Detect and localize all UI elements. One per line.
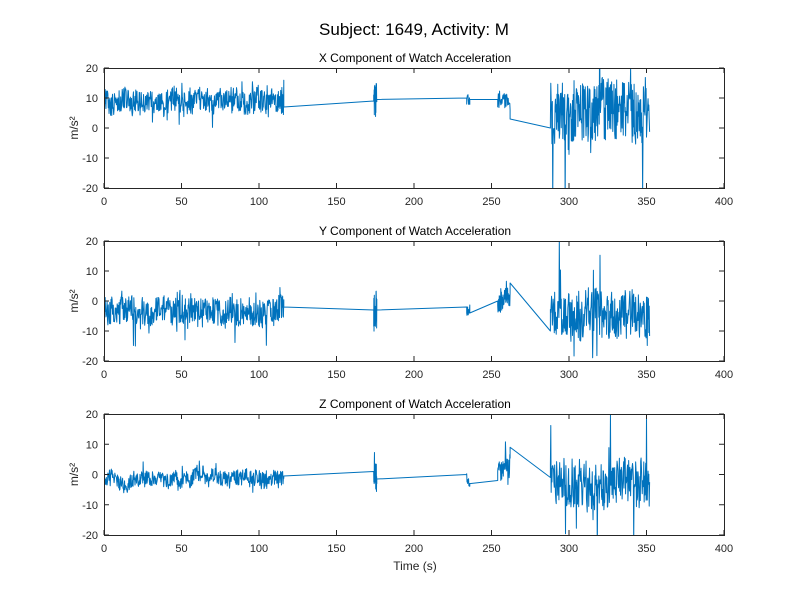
x-tick-label: 350: [637, 543, 655, 555]
subplot-title: Z Component of Watch Acceleration: [319, 397, 511, 411]
x-tick-label: 400: [715, 369, 733, 381]
subplot-0: 0 50 100 150 200 250 300 350 400 -20 -10 0 10 20 X Com…: [67, 51, 733, 208]
x-tick-label: 300: [560, 196, 578, 208]
subplot-title: Y Component of Watch Acceleration: [319, 224, 511, 238]
plot-area: [104, 241, 724, 361]
x-tick-label: 50: [175, 196, 187, 208]
x-tick-label: 300: [560, 369, 578, 381]
x-tick-label: 250: [482, 369, 500, 381]
y-tick-label: -20: [82, 356, 98, 368]
subplot-1: 0 50 100 150 200 250 300 350 400 -20 -10 0 10 20 Y Com…: [67, 224, 733, 381]
x-tick-label: 350: [637, 369, 655, 381]
x-tick-label: 200: [405, 196, 423, 208]
y-tick-label: -10: [82, 500, 98, 512]
subplot-title: X Component of Watch Acceleration: [319, 51, 511, 65]
x-tick-label: 0: [101, 543, 107, 555]
x-tick-label: 250: [482, 543, 500, 555]
x-tick-label: 50: [175, 543, 187, 555]
x-tick-label: 100: [250, 369, 268, 381]
x-tick-label: 0: [101, 369, 107, 381]
signal-line: [104, 68, 651, 188]
y-tick-label: -20: [82, 530, 98, 542]
x-tick-label: 150: [327, 369, 345, 381]
x-tick-label: 0: [101, 196, 107, 208]
x-tick-label: 300: [560, 543, 578, 555]
x-tick-label: 100: [250, 543, 268, 555]
x-tick-label: 400: [715, 543, 733, 555]
y-tick-label: 0: [92, 470, 98, 482]
x-tick-label: 400: [715, 196, 733, 208]
x-tick-label: 150: [327, 196, 345, 208]
signal-line: [104, 414, 651, 535]
y-tick-label: 10: [86, 93, 98, 105]
x-tick-label: 200: [405, 543, 423, 555]
y-tick-label: 20: [86, 63, 98, 75]
y-tick-label: -10: [82, 153, 98, 165]
y-tick-label: 20: [86, 409, 98, 421]
y-axis-label: m/s²: [67, 116, 81, 139]
y-tick-label: 10: [86, 439, 98, 451]
y-tick-label: -20: [82, 183, 98, 195]
y-tick-label: 0: [92, 123, 98, 135]
x-tick-label: 200: [405, 369, 423, 381]
y-tick-label: 0: [92, 296, 98, 308]
y-axis-label: m/s²: [67, 463, 81, 486]
x-tick-label: 350: [637, 196, 655, 208]
subplot-2: 0 50 100 150 200 250 300 350 400 -20 -10 0 10 20 Z Com…: [67, 397, 733, 573]
x-tick-label: 100: [250, 196, 268, 208]
y-axis-label: m/s²: [67, 289, 81, 312]
x-tick-label: 250: [482, 196, 500, 208]
y-tick-label: -10: [82, 326, 98, 338]
x-tick-label: 50: [175, 369, 187, 381]
figure-suptitle: Subject: 1649, Activity: M: [319, 20, 509, 39]
signal-line: [104, 241, 651, 359]
y-tick-label: 20: [86, 236, 98, 248]
x-tick-label: 150: [327, 543, 345, 555]
x-axis-label: Time (s): [393, 559, 437, 573]
y-tick-label: 10: [86, 266, 98, 278]
